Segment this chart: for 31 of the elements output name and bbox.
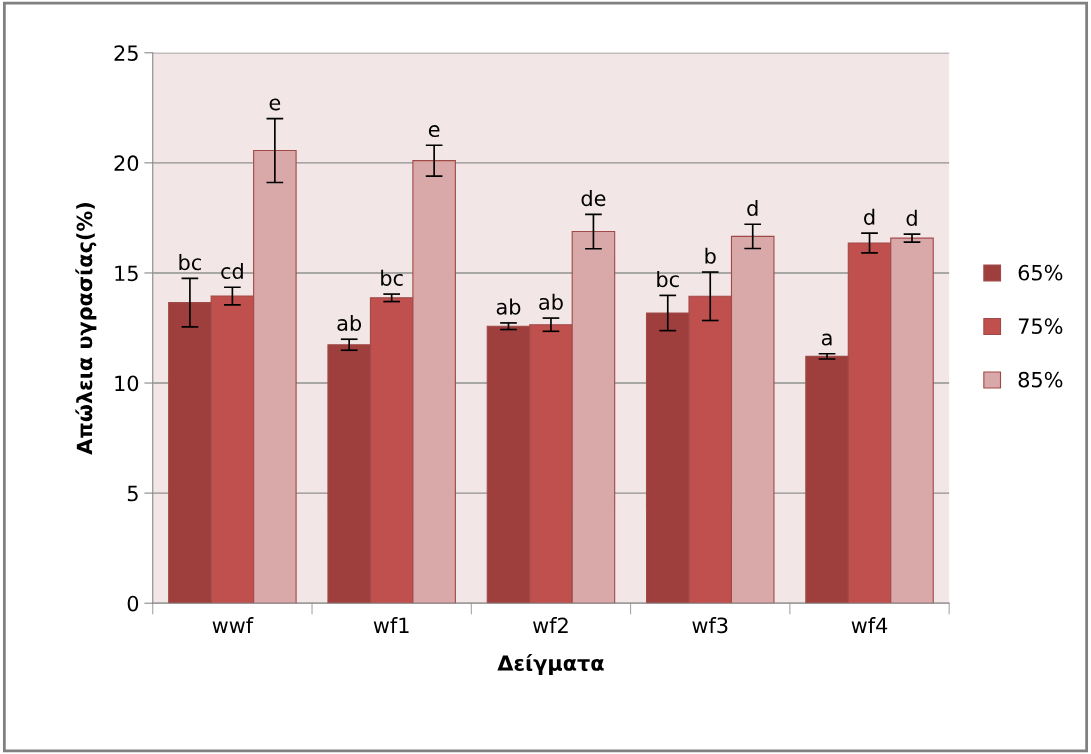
- data-label: d: [747, 199, 758, 217]
- y-tick-label: 20: [114, 155, 139, 172]
- y-tick-label: 15: [115, 265, 138, 282]
- data-label: a: [821, 333, 832, 346]
- x-tick-label: wf1: [373, 617, 409, 633]
- y-tick-label: 25: [114, 45, 138, 61]
- x-tick-label: wf3: [692, 617, 728, 634]
- x-tick-label: wwf: [212, 617, 254, 633]
- data-label: ab: [337, 314, 362, 332]
- data-label: cd: [221, 262, 243, 280]
- data-label: ab: [496, 298, 521, 315]
- legend-label: 75%: [1018, 318, 1063, 335]
- y-axis-title: Απώλεια υγρασίας(%): [75, 202, 97, 455]
- legend-label: 65%: [1018, 264, 1063, 281]
- y-tick-label: 10: [115, 375, 139, 392]
- x-tick-label: wf4: [851, 617, 888, 633]
- x-tick-label: wf2: [533, 617, 568, 633]
- y-tick-label: 0: [127, 595, 139, 612]
- data-label: e: [269, 98, 281, 111]
- data-label: bc: [179, 254, 201, 271]
- data-label: bc: [381, 269, 403, 286]
- data-label: de: [581, 190, 606, 207]
- data-label: e: [428, 125, 440, 138]
- data-label: d: [864, 208, 875, 225]
- data-label: d: [906, 209, 917, 226]
- x-axis-title: Δείγματα: [497, 653, 604, 675]
- data-label: bc: [657, 271, 679, 288]
- data-label: b: [705, 247, 716, 264]
- y-tick-label: 5: [127, 485, 138, 502]
- data-label: ab: [539, 293, 563, 310]
- legend-label: 85%: [1018, 371, 1063, 388]
